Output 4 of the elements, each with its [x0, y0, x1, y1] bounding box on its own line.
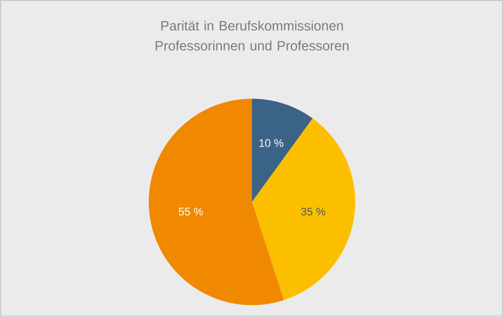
data-label: 55 % — [178, 208, 203, 216]
data-label: 10 % — [259, 139, 284, 148]
data-label: 35 % — [301, 208, 326, 216]
chart-title: Parität in Berufskommissionen Professorinnen und Professoren — [156, 20, 348, 51]
